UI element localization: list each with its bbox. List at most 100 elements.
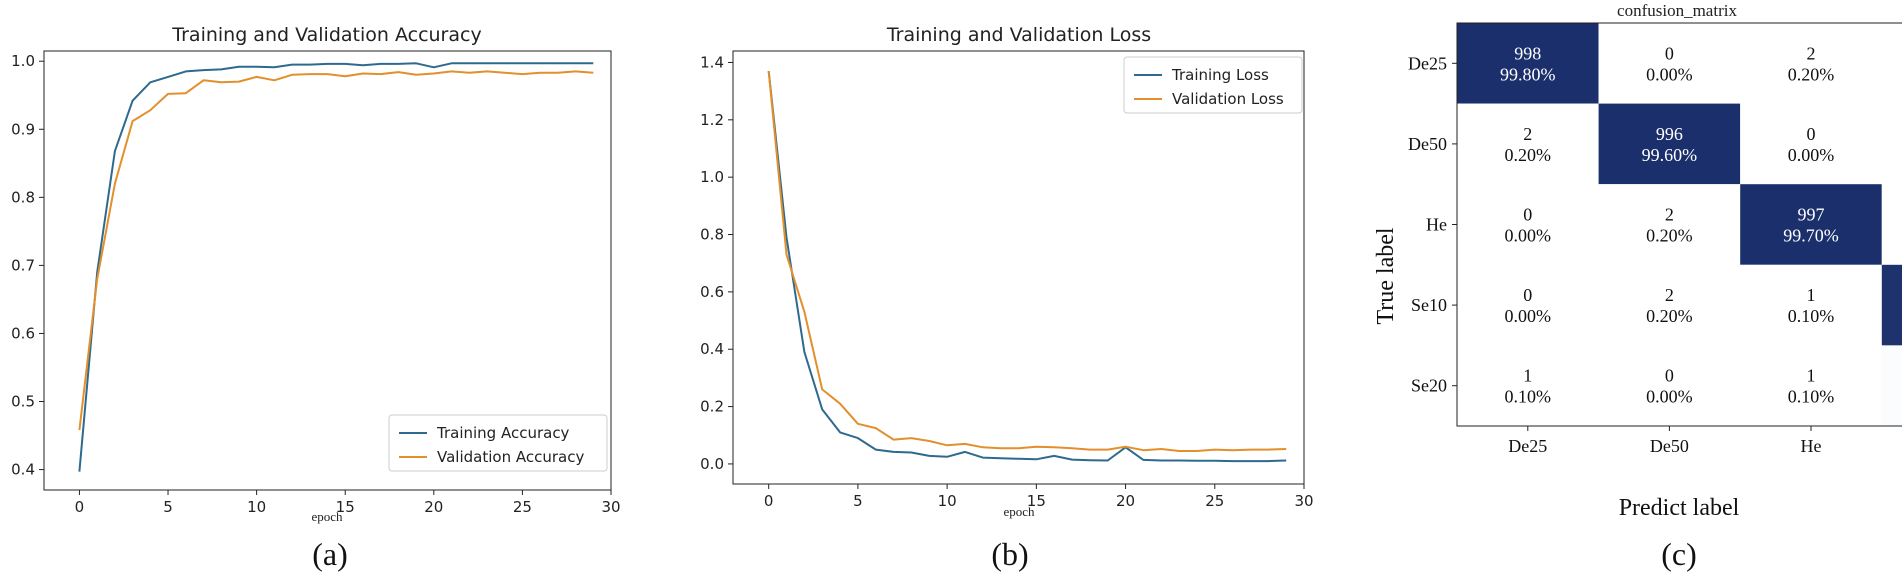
chart-1-y-tick-label: 0.2 bbox=[700, 398, 724, 416]
matrix-cell bbox=[1881, 103, 1902, 185]
matrix-cell-percent: 0.00% bbox=[1505, 306, 1552, 326]
confusion-matrix-title: confusion_matrix bbox=[1617, 1, 1737, 20]
chart-0-x-tick-label: 20 bbox=[424, 498, 443, 516]
accuracy-chart-title: Training and Validation Accuracy bbox=[171, 24, 481, 46]
matrix-cell bbox=[1740, 184, 1882, 265]
chart-1-legend-frame bbox=[1123, 56, 1303, 114]
matrix-col-label: De25 bbox=[1508, 436, 1547, 456]
chart-0-y-tick-label: 1.0 bbox=[11, 52, 35, 70]
chart-0-legend-frame bbox=[388, 414, 608, 472]
matrix-cell-percent: 99.60% bbox=[1642, 145, 1698, 165]
matrix-cell bbox=[1881, 264, 1902, 346]
chart-0-x-tick-label: 25 bbox=[513, 498, 532, 516]
chart-0-y-tick-label: 0.6 bbox=[11, 324, 35, 342]
accuracy-caption: (a) bbox=[312, 536, 348, 572]
chart-1-y-tick-label: 0.0 bbox=[700, 455, 724, 473]
matrix-cell-percent: 0.10% bbox=[1788, 306, 1835, 326]
matrix-cell-percent: 0.00% bbox=[1646, 387, 1693, 407]
chart-0-y-tick-label: 0.7 bbox=[11, 256, 35, 274]
chart-0-series-line-0 bbox=[78, 62, 594, 472]
matrix-cell-percent: 0.00% bbox=[1505, 226, 1552, 246]
chart-1-x-tick-label: 30 bbox=[1294, 492, 1313, 510]
matrix-cell-percent: 0.10% bbox=[1788, 387, 1835, 407]
loss-x-axis-label: epoch bbox=[1003, 504, 1035, 519]
chart-0-y-tick-label: 0.4 bbox=[11, 461, 35, 479]
matrix-cell bbox=[1740, 23, 1882, 104]
chart-1-x-tick-label: 5 bbox=[853, 492, 863, 510]
matrix-cell-percent: 99.70% bbox=[1783, 226, 1839, 246]
accuracy-chart: Training and Validation Accuracy 0 5 10 15 2… bbox=[11, 24, 620, 572]
matrix-cell-count: 0 bbox=[1523, 205, 1532, 225]
chart-0-legend: Training Accuracy Validation Accuracy bbox=[388, 414, 608, 472]
matrix-cell-count: 0 bbox=[1665, 366, 1674, 386]
chart-0-x-tick-label: 15 bbox=[336, 498, 355, 516]
matrix-cell bbox=[1598, 23, 1741, 104]
chart-1-y-tick-label: 0.4 bbox=[700, 340, 724, 358]
chart-1-series-line-1 bbox=[767, 71, 1287, 452]
matrix-cell bbox=[1598, 103, 1741, 185]
loss-chart: Training and Validation Loss 0 5 10 15 20 25 3… bbox=[700, 24, 1313, 572]
chart-0-series-line-1 bbox=[78, 70, 594, 431]
matrix-row-label: De25 bbox=[1408, 53, 1447, 73]
matrix-cell-count: 1 bbox=[1523, 366, 1532, 386]
matrix-cell-percent: 0.20% bbox=[1505, 145, 1552, 165]
matrix-row-label: He bbox=[1426, 215, 1447, 235]
matrix-cell bbox=[1881, 345, 1902, 426]
matrix-cell bbox=[1598, 264, 1741, 346]
chart-1-x-tick-label: 10 bbox=[938, 492, 957, 510]
chart-0-x-tick-label: 5 bbox=[163, 498, 173, 516]
matrix-row-label: Se10 bbox=[1411, 295, 1447, 315]
matrix-cell-count: 2 bbox=[1523, 124, 1532, 144]
chart-1-y-tick-label: 1.4 bbox=[700, 53, 724, 71]
chart-0-y-tick-label: 0.8 bbox=[11, 188, 35, 206]
chart-1-y-tick-label: 1.0 bbox=[700, 168, 724, 186]
chart-0-legend-label: Validation Accuracy bbox=[437, 448, 584, 466]
matrix-cell-count: 0 bbox=[1523, 285, 1532, 305]
matrix-cell bbox=[1598, 184, 1741, 265]
matrix-cell-percent: 0.00% bbox=[1788, 145, 1835, 165]
matrix-col-label: He bbox=[1801, 436, 1822, 456]
chart-0-legend-label: Training Accuracy bbox=[436, 424, 570, 442]
confusion-caption: (c) bbox=[1661, 536, 1697, 572]
matrix-cell-count: 998 bbox=[1514, 43, 1541, 63]
chart-1-x-tick-label: 25 bbox=[1205, 492, 1224, 510]
matrix-cell-count: 1 bbox=[1807, 366, 1816, 386]
matrix-col-label: De50 bbox=[1650, 436, 1689, 456]
matrix-cell bbox=[1881, 23, 1902, 104]
matrix-cell-percent: 99.80% bbox=[1500, 64, 1556, 84]
matrix-cell-percent: 0.20% bbox=[1646, 226, 1693, 246]
matrix-cell bbox=[1881, 184, 1902, 265]
matrix-cell bbox=[1740, 264, 1882, 346]
chart-1-x-tick-label: 20 bbox=[1116, 492, 1135, 510]
chart-1-legend-label: Validation Loss bbox=[1172, 90, 1284, 108]
accuracy-x-axis-label: epoch bbox=[311, 509, 343, 524]
matrix-cell bbox=[1457, 23, 1599, 104]
matrix-cell-count: 2 bbox=[1665, 205, 1674, 225]
matrix-cell bbox=[1740, 345, 1882, 426]
chart-1-x-tick-label: 0 bbox=[764, 492, 774, 510]
chart-0-y-tick-label: 0.5 bbox=[11, 393, 35, 411]
chart-1-y-tick-label: 0.8 bbox=[700, 226, 724, 244]
chart-1-y-tick-label: 1.2 bbox=[700, 111, 724, 129]
matrix-cell-percent: 0.10% bbox=[1505, 387, 1552, 407]
matrix-cell-count: 2 bbox=[1807, 43, 1816, 63]
confusion-x-axis-label: Predict label bbox=[1619, 495, 1740, 521]
matrix-row-label: De50 bbox=[1408, 134, 1447, 154]
matrix-cell-percent: 0.20% bbox=[1646, 306, 1693, 326]
confusion-y-axis-label: True label bbox=[1373, 227, 1399, 324]
matrix-cell-count: 0 bbox=[1665, 43, 1674, 63]
chart-0-x-tick-label: 10 bbox=[247, 498, 266, 516]
matrix-cell-count: 997 bbox=[1798, 205, 1825, 225]
matrix-cell-count: 996 bbox=[1656, 124, 1683, 144]
matrix-cell-percent: 0.20% bbox=[1788, 64, 1835, 84]
chart-1-axes-frame bbox=[732, 50, 1305, 485]
chart-1-legend: Training Loss Validation Loss bbox=[1123, 56, 1303, 114]
matrix-cell bbox=[1457, 184, 1599, 265]
chart-1-x-tick-label: 15 bbox=[1027, 492, 1046, 510]
chart-0-x-tick-label: 0 bbox=[75, 498, 85, 516]
matrix-cell-count: 1 bbox=[1807, 285, 1816, 305]
matrix-cell-count: 0 bbox=[1807, 124, 1816, 144]
matrix-cell bbox=[1457, 103, 1599, 185]
matrix-cell-percent: 0.00% bbox=[1646, 64, 1693, 84]
